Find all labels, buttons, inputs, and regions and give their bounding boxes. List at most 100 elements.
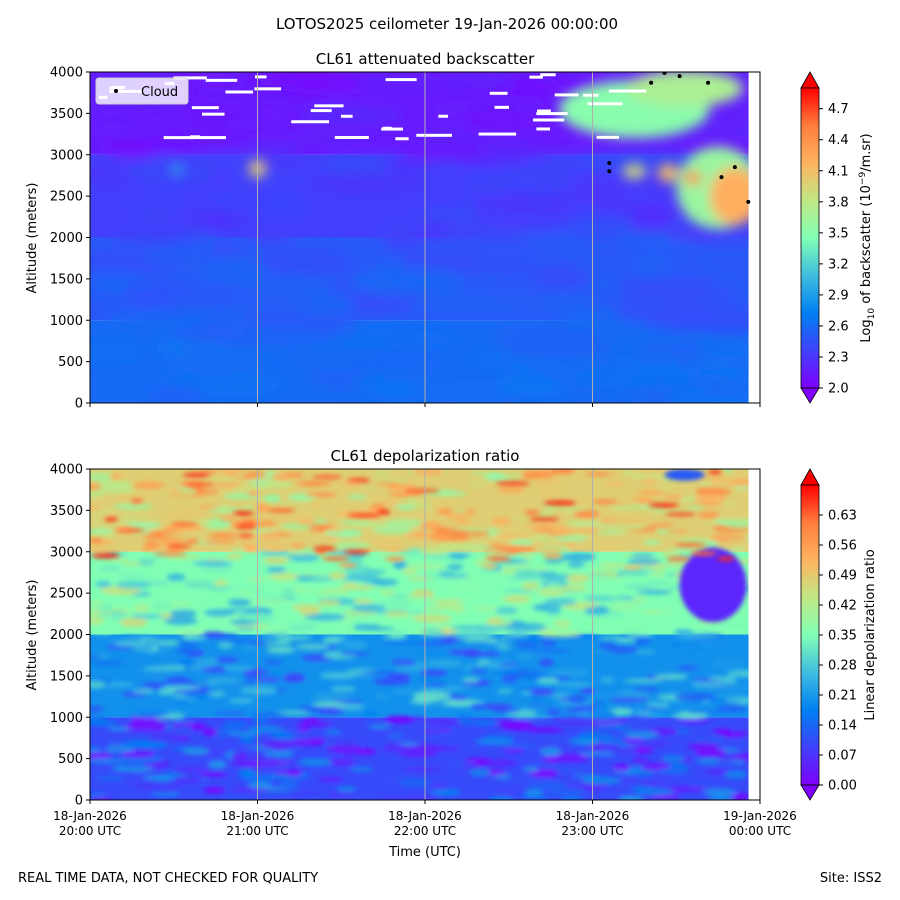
texture-blob <box>502 470 525 480</box>
texture-blob <box>449 552 468 560</box>
texture-blob <box>678 718 710 724</box>
y-tick-label: 3500 <box>50 107 83 122</box>
texture-blob <box>379 590 395 596</box>
streak <box>542 554 563 559</box>
texture-blob <box>497 486 525 494</box>
no-data-speckle <box>395 137 409 141</box>
streak <box>308 525 325 530</box>
backscatter-y-ticks: 0 500 1000 1500 2000 2500 3000 3500 4000 <box>50 66 90 412</box>
colorbar-gradient <box>801 88 819 388</box>
streak <box>666 528 688 533</box>
texture-blob <box>675 306 760 333</box>
texture-blob <box>373 481 400 486</box>
texture-blob <box>247 217 294 246</box>
texture-blob <box>206 691 227 696</box>
texture-blob <box>202 562 234 567</box>
texture-blob <box>372 469 392 477</box>
texture-blob <box>417 647 453 653</box>
texture-blob <box>430 731 461 736</box>
no-data-speckle <box>529 75 543 79</box>
texture-blob <box>511 516 529 520</box>
texture-blob <box>493 243 546 255</box>
colorbar-tick-label: 2.0 <box>828 382 849 397</box>
texture-blob <box>589 708 616 718</box>
texture-blob <box>113 641 148 647</box>
texture-blob <box>510 538 534 547</box>
texture-blob <box>538 542 571 548</box>
streak <box>622 565 642 570</box>
figure-title: LOTOS2025 ceilometer 19-Jan-2026 00:00:0… <box>276 15 618 33</box>
texture-blob <box>280 790 321 797</box>
texture-blob <box>113 503 154 511</box>
texture-blob <box>631 251 674 280</box>
texture-blob <box>678 665 699 671</box>
texture-blob <box>325 729 342 735</box>
texture-blob <box>247 781 273 789</box>
colorbar-gradient <box>801 485 819 785</box>
colorbar-tick-label: 0.56 <box>828 539 857 554</box>
backscatter-y-label: Altitude (meters) <box>25 183 40 294</box>
texture-blob <box>631 757 649 763</box>
texture-blob <box>332 327 423 345</box>
texture-blob <box>174 765 210 774</box>
texture-blob <box>266 646 296 654</box>
texture-blob <box>164 532 202 537</box>
backscatter-colorbar: 2.0 2.3 2.6 2.9 3.2 3.5 3.8 4.1 4.4 4.7 Log10 of … <box>800 71 877 404</box>
texture-blob <box>334 741 360 748</box>
texture-blob <box>618 795 644 800</box>
texture-blob <box>259 551 294 556</box>
texture-blob <box>708 795 733 800</box>
texture-blob <box>202 255 266 284</box>
depolarization-colorbar: 0.00 0.07 0.14 0.21 0.28 0.35 0.42 0.49 0.56 0.63… <box>800 468 878 801</box>
x-tick-date: 18-Jan-2026 <box>556 809 630 823</box>
no-data-speckle <box>582 93 599 97</box>
x-tick-time: 23:00 UTC <box>561 824 623 838</box>
texture-blob <box>630 553 655 558</box>
streak <box>404 488 441 493</box>
streak <box>312 474 343 479</box>
texture-blob <box>196 469 220 475</box>
texture-blob <box>502 743 536 748</box>
cloud-point <box>746 199 751 204</box>
streak <box>314 550 327 555</box>
texture-blob <box>328 571 347 580</box>
no-data-speckle <box>587 102 623 106</box>
texture-blob <box>629 469 665 474</box>
streak <box>153 551 187 556</box>
no-data-speckle <box>381 127 403 131</box>
texture-blob <box>674 692 717 702</box>
texture-blob <box>673 628 694 636</box>
texture-blob <box>251 155 306 167</box>
x-tick-date: 19-Jan-2026 <box>723 809 797 823</box>
texture-blob <box>663 495 683 499</box>
depolarization-y-label: Altitude (meters) <box>25 580 40 691</box>
texture-blob <box>709 660 744 670</box>
texture-blob <box>616 276 719 296</box>
texture-blob <box>640 477 658 486</box>
texture-blob <box>327 793 352 797</box>
texture-blob <box>716 703 747 713</box>
texture-blob <box>616 638 636 643</box>
texture-blob <box>501 674 518 684</box>
texture-blob <box>465 631 497 636</box>
texture-blob <box>164 616 198 626</box>
texture-blob <box>599 738 624 745</box>
texture-blob <box>115 580 151 589</box>
texture-blob <box>388 249 496 261</box>
texture-blob <box>427 659 463 668</box>
x-tick-time: 00:00 UTC <box>729 824 791 838</box>
texture-blob <box>703 788 737 796</box>
texture-blob <box>352 624 381 629</box>
texture-blob <box>550 753 590 763</box>
no-data-region <box>748 72 760 403</box>
texture-blob <box>383 743 411 752</box>
colorbar-tick-label: 0.21 <box>828 689 857 704</box>
depolarization-gridlines <box>257 469 593 800</box>
cloud-point <box>662 72 667 75</box>
y-tick-label: 1000 <box>50 314 83 329</box>
texture-blob <box>331 686 356 692</box>
texture-blob <box>547 788 586 797</box>
texture-blob <box>492 517 512 525</box>
texture-blob <box>253 677 282 682</box>
texture-blob <box>340 651 371 656</box>
